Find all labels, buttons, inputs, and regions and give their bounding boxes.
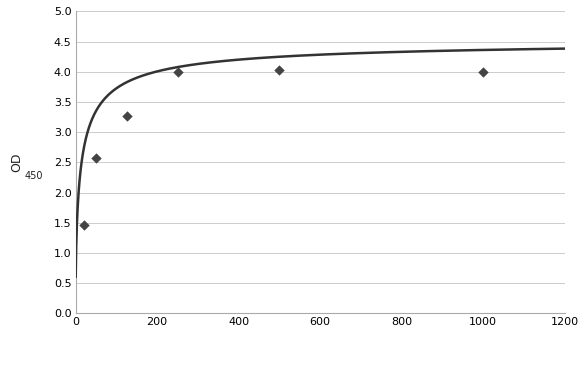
Point (91, 155, 101, 161)
Point (173, 69, 182, 75)
Point (79, 222, 88, 228)
Point (478, 69, 488, 75)
Text: OD: OD (10, 152, 23, 172)
Point (122, 113, 132, 119)
Point (275, 67, 284, 73)
Text: 450: 450 (25, 171, 43, 181)
